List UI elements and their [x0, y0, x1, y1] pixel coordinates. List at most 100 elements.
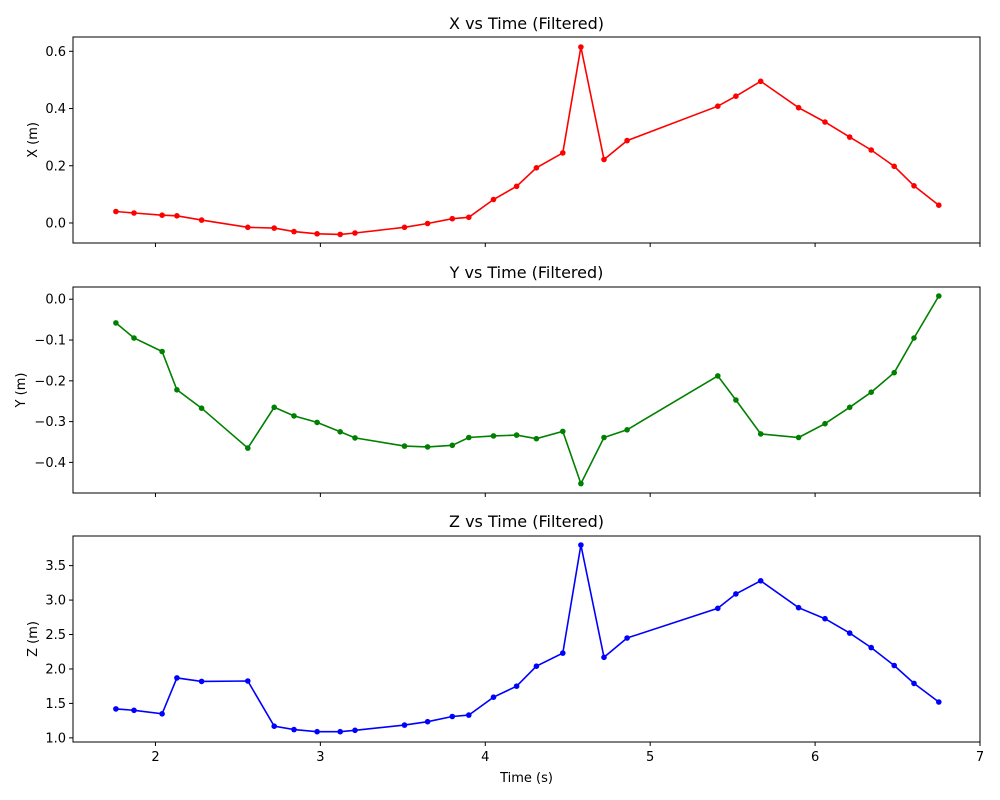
subplot-y-point	[466, 434, 472, 441]
subplot-y-point	[846, 404, 853, 411]
subplot-z-point	[733, 591, 739, 597]
subplot-z-ytick-label: 1.0	[45, 731, 66, 746]
subplot-z-point	[291, 726, 297, 733]
subplot-z-point	[174, 675, 180, 681]
subplot-y-marks: 0.0 −0.1 −0.2 −0.3 −0.4	[34, 293, 981, 497]
subplot-x-point	[314, 231, 320, 237]
subplot-z-point	[715, 605, 721, 612]
subplot-y-ytick-label: −0.2	[34, 374, 66, 389]
subplot-y-title: Y vs Time (Filtered)	[449, 263, 604, 282]
subplot-y-point	[174, 387, 180, 393]
subplot-z-point	[449, 713, 456, 720]
subplot-y-point	[159, 348, 165, 355]
subplot-x-point	[533, 165, 540, 171]
subplot-x-frame	[72, 36, 981, 244]
subplot-y-point	[533, 435, 540, 442]
subplot-z-point	[795, 604, 802, 611]
subplot-y-ytick-label: 0.0	[45, 293, 66, 308]
subplot-x-point	[352, 230, 358, 236]
subplot-y: Y vs Time (Filtered) Y (m) 0.0 −0.1 −0.2 −0…	[14, 263, 981, 497]
subplot-x-point	[291, 228, 297, 235]
subplot-x-point	[911, 183, 917, 189]
subplot-y-point	[449, 442, 456, 449]
subplot-z-point	[868, 644, 874, 651]
subplot-x-point	[757, 78, 764, 85]
subplot-z-point	[513, 683, 520, 689]
subplot-y-point	[424, 444, 431, 450]
subplot-x-point	[891, 163, 897, 170]
subplot-z-point	[131, 707, 137, 714]
subplot-z-point	[936, 699, 942, 705]
subplot-y-point	[245, 445, 251, 451]
subplot-y-point	[601, 434, 607, 441]
subplot-x-point	[715, 103, 721, 109]
subplot-x-point	[624, 137, 630, 144]
subplot-x-ytick-label: 0.4	[45, 102, 66, 117]
subplot-x-point	[868, 147, 874, 153]
subplot-z-point	[113, 706, 119, 712]
subplot-z-series-line	[115, 544, 940, 733]
subplot-x-point	[131, 210, 137, 216]
subplot-z-point	[560, 650, 566, 656]
subplot-y-point	[560, 428, 566, 435]
subplot-z-frame	[72, 535, 981, 743]
subplot-x-point	[159, 212, 165, 218]
subplot-y-ytick-label: −0.3	[34, 415, 66, 430]
subplot-x-point	[513, 183, 520, 190]
subplot-y-point	[291, 413, 297, 419]
subplot-x-point	[198, 217, 205, 223]
subplot-y-point	[911, 335, 917, 341]
subplot-y-point	[822, 420, 828, 427]
subplot-y-point	[490, 433, 497, 439]
subplot-x-point	[490, 196, 497, 203]
subplot-x-ytick-label: 0.0	[45, 216, 66, 231]
subplot-x-ylabel: X (m)	[26, 122, 41, 158]
subplot-z: Z vs Time (Filtered) Z (m) Time (s) 2 3 4 5…	[26, 512, 984, 786]
subplot-y-ytick-label: −0.4	[34, 456, 66, 471]
subplot-x-point	[846, 134, 853, 140]
subplot-z-point	[159, 711, 165, 717]
subplot-x-point	[601, 156, 607, 163]
subplot-y-point	[131, 335, 137, 341]
subplot-x-point	[337, 231, 344, 238]
subplot-z-ytick-label: 3.5	[45, 559, 66, 574]
subplot-x-point	[733, 93, 739, 99]
subplot-z-ylabel: Z (m)	[26, 621, 41, 657]
subplot-z-point	[466, 712, 472, 718]
subplot-z-point	[601, 654, 607, 661]
subplot-x-point	[936, 202, 942, 208]
subplot-z-point	[533, 663, 540, 669]
subplot-y-point	[513, 432, 520, 438]
subplot-z-point	[846, 630, 853, 636]
subplot-x-point	[822, 119, 828, 125]
subplot-z-point	[911, 680, 917, 687]
subplot-x-point	[578, 44, 584, 50]
subplot-x-title: X vs Time (Filtered)	[449, 14, 604, 33]
subplot-y-point	[795, 434, 802, 441]
subplot-y-point	[733, 397, 739, 403]
subplot-y-point	[337, 429, 344, 435]
subplot-x: X vs Time (Filtered) X (m) 0.0 0.2 0.4 0.6	[26, 14, 981, 247]
subplot-y-point	[624, 427, 630, 433]
subplot-x-marks: 0.0 0.2 0.4 0.6	[45, 44, 981, 247]
subplot-z-title: Z vs Time (Filtered)	[449, 512, 604, 531]
subplot-z-ytick-label: 3.0	[45, 594, 66, 609]
subplot-z-xlabel: Time (s)	[499, 771, 553, 786]
subplot-x-point	[449, 215, 456, 222]
subplot-z-ytick-label: 2.0	[45, 662, 66, 677]
subplot-z-xtick-label: 2	[151, 750, 159, 765]
subplot-y-series-line	[115, 295, 940, 486]
subplot-z-point	[401, 722, 408, 728]
subplot-x-point	[795, 104, 802, 111]
subplot-y-point	[352, 435, 358, 441]
subplot-x-point	[466, 214, 472, 221]
subplot-z-point	[891, 662, 897, 669]
subplot-y-point	[578, 480, 584, 487]
subplot-x-ytick-label: 0.6	[45, 45, 66, 60]
subplot-y-frame	[72, 286, 981, 494]
subplot-y-point	[891, 369, 897, 376]
subplot-x-point	[271, 225, 278, 231]
subplot-z-point	[198, 678, 205, 685]
